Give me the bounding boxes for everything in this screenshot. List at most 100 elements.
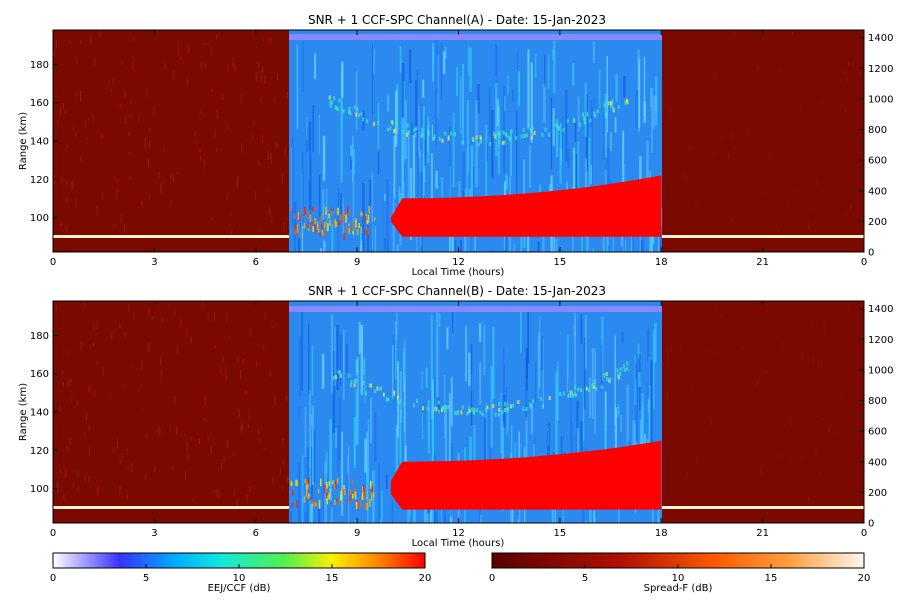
night-streak <box>276 144 278 148</box>
eej-streak <box>580 421 583 470</box>
night-streak <box>131 364 133 367</box>
eej-speck <box>309 496 311 501</box>
eej-streak <box>308 121 312 211</box>
night-streak <box>834 432 836 436</box>
eej-streak <box>442 51 446 74</box>
night-streak <box>779 69 781 73</box>
night-streak <box>691 385 693 390</box>
eej-streak <box>642 228 645 252</box>
eej-arc-speck <box>512 403 515 408</box>
eej-streak <box>643 101 646 123</box>
eej-speck <box>343 232 345 241</box>
night-streak <box>797 114 799 117</box>
eej-arc-speck <box>427 130 430 135</box>
eej-streak <box>577 141 580 216</box>
eej-streak <box>309 455 311 487</box>
eej-speck <box>348 223 350 227</box>
night-streak <box>186 78 189 86</box>
night-streak <box>102 367 104 375</box>
y-axis-label-b: Range (km) <box>18 383 29 441</box>
eej-speck <box>335 498 338 502</box>
eej-streak <box>550 96 553 170</box>
eej-streak <box>638 58 641 129</box>
eej-streak <box>585 315 587 370</box>
eej-streak <box>444 47 447 59</box>
night-streak <box>158 172 160 180</box>
night-streak <box>269 152 271 160</box>
night-streak <box>757 63 759 70</box>
night-streak <box>59 405 61 412</box>
eej-streak <box>635 363 637 380</box>
eej-streak <box>561 118 563 150</box>
eej-arc-speck <box>523 134 526 139</box>
eej-arc-speck <box>588 387 591 392</box>
night-streak <box>62 103 65 110</box>
eej-streak <box>466 149 468 227</box>
night-streak <box>53 50 55 57</box>
eej-speck <box>307 210 309 215</box>
night-texture-right-a <box>670 30 860 233</box>
y2-tick-label-b: 800 <box>868 396 887 407</box>
night-streak <box>715 351 717 356</box>
eej-arc-speck <box>533 131 536 136</box>
night-streak <box>204 417 206 422</box>
eej-streak <box>527 49 530 129</box>
eej-streak <box>643 56 646 116</box>
eej-streak <box>452 113 455 188</box>
eej-arc-speck <box>624 100 627 105</box>
eej-streak <box>620 415 623 433</box>
heatmap-a <box>53 30 864 252</box>
eej-streak <box>412 135 415 215</box>
eej-streak <box>555 119 559 157</box>
night-streak <box>57 118 59 126</box>
eej-streak <box>470 343 473 425</box>
eej-streak <box>358 322 361 354</box>
bright-band-right-a <box>662 235 864 238</box>
eej-streak <box>555 372 558 455</box>
night-streak <box>287 477 289 483</box>
night-streak <box>269 37 272 43</box>
eej-streak <box>604 93 607 119</box>
y-tick-label-b: 180 <box>30 331 49 342</box>
eej-streak <box>631 222 634 252</box>
eej-arc-speck <box>362 117 365 122</box>
night-streak <box>160 369 162 378</box>
eej-arc-speck <box>579 122 582 127</box>
night-streak <box>756 378 758 386</box>
eej-arc-speck <box>456 411 459 416</box>
eej-streak <box>324 461 327 523</box>
eej-streak <box>364 357 366 404</box>
eej-arc-speck <box>592 382 595 387</box>
eej-streak <box>470 145 474 216</box>
y2-axis-b: 0 200 400 600 800 1000 1200 1400 <box>859 304 893 530</box>
eej-streak <box>557 361 559 421</box>
eej-arc-speck <box>605 372 608 377</box>
night-streak <box>236 498 238 507</box>
eej-arc-speck <box>441 138 444 143</box>
eej-streak <box>495 83 498 157</box>
eej-arc-speck <box>573 392 576 397</box>
eej-streak <box>304 511 307 523</box>
eej-arc-speck <box>575 393 578 398</box>
eej-arc-speck <box>441 406 444 411</box>
eej-arc-speck <box>391 120 394 125</box>
colorbar-tick-label: 0 <box>489 573 495 584</box>
eej-streak <box>350 145 353 158</box>
night-streak <box>186 442 188 452</box>
night-streak <box>270 156 272 164</box>
night-streak <box>147 158 150 168</box>
night-streak <box>231 228 233 235</box>
eej-speck <box>331 207 333 213</box>
eej-arc-speck <box>328 95 331 100</box>
eej-streak <box>554 238 558 252</box>
eej-streak <box>485 402 487 484</box>
eej-arc-speck <box>589 118 592 123</box>
night-streak <box>163 179 165 185</box>
colorbar-tick-label: 15 <box>765 573 778 584</box>
eej-speck <box>340 495 342 501</box>
night-streak <box>788 203 790 207</box>
eej-arc-speck <box>555 123 558 128</box>
night-streak <box>216 488 218 498</box>
night-streak <box>177 44 180 53</box>
eej-streak <box>374 412 377 462</box>
